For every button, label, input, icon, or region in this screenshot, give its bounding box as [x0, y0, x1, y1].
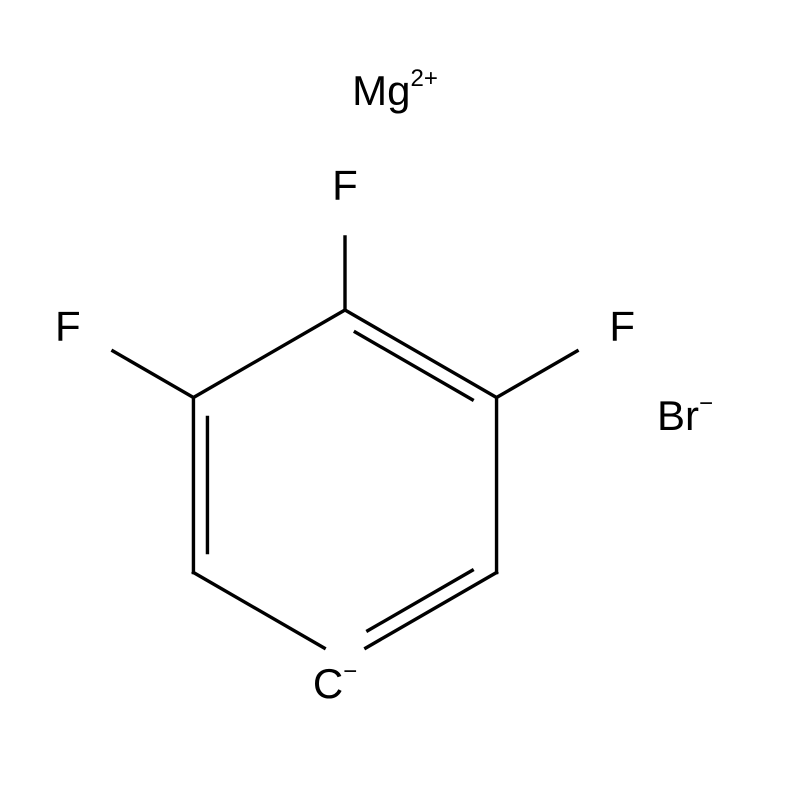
- substituent-bond: [497, 351, 578, 398]
- atom-label-f: F: [55, 303, 81, 350]
- atom-label-f: F: [332, 162, 358, 209]
- atom-label-f: F: [609, 303, 635, 350]
- ring-double-bond: [355, 332, 472, 400]
- ring-double-bond: [368, 570, 472, 630]
- ring-bond: [366, 573, 497, 649]
- molecule-diagram: F F F C− Mg2+ Br−: [0, 0, 800, 800]
- ring-bond: [193, 573, 324, 649]
- substituent-bond: [113, 351, 194, 398]
- carbanion-label: C−: [313, 658, 357, 707]
- ion-label-br: Br−: [657, 390, 713, 439]
- ring-bond: [193, 310, 345, 398]
- ring-bond: [345, 310, 497, 398]
- ion-label-mg: Mg2+: [352, 65, 438, 114]
